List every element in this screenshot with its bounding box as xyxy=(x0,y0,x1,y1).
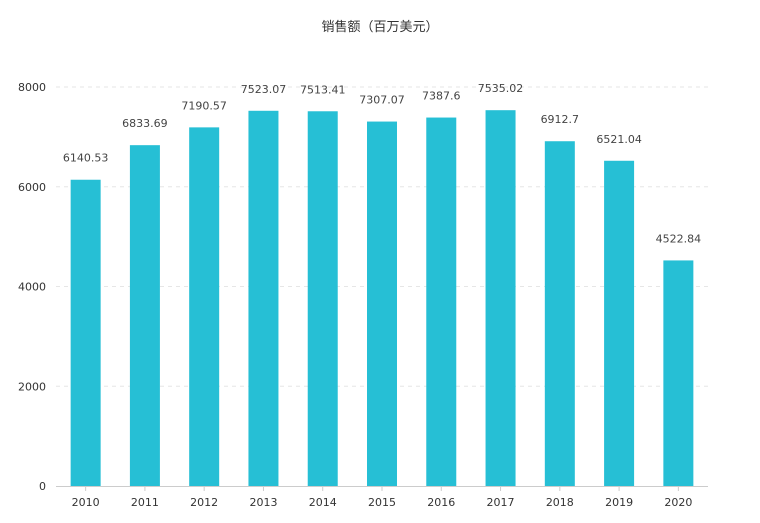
chart-title: 销售额（百万美元） xyxy=(321,20,439,35)
y-tick-label: 2000 xyxy=(18,380,46,393)
x-tick-label: 2014 xyxy=(309,496,337,509)
data-label: 6833.69 xyxy=(122,117,168,130)
bar-2013 xyxy=(248,110,279,487)
x-tick-label: 2010 xyxy=(72,496,100,509)
x-tick-label: 2018 xyxy=(546,496,574,509)
data-label: 7190.57 xyxy=(181,99,227,112)
data-label: 7307.07 xyxy=(359,94,405,107)
y-tick-label: 4000 xyxy=(18,281,46,294)
bar-2012 xyxy=(189,127,220,486)
y-tick-label: 6000 xyxy=(18,181,46,194)
data-label: 4522.84 xyxy=(656,232,702,245)
data-label: 6521.04 xyxy=(596,133,642,146)
x-tick-label: 2019 xyxy=(605,496,633,509)
bar-2011 xyxy=(129,145,160,486)
bar-layer xyxy=(70,110,694,487)
data-label: 6912.7 xyxy=(541,113,580,126)
data-label: 6140.53 xyxy=(63,152,109,165)
y-tick-label: 0 xyxy=(39,480,46,493)
data-label: 7535.02 xyxy=(478,82,524,95)
data-label: 7387.6 xyxy=(422,90,461,103)
x-tick-label: 2016 xyxy=(427,496,455,509)
x-tick-label: 2015 xyxy=(368,496,396,509)
data-label: 7523.07 xyxy=(241,83,287,96)
data-label: 7513.41 xyxy=(300,83,346,96)
bar-2020 xyxy=(663,260,694,486)
label-layer: 6140.53 6833.69 7190.57 7523.07 7513.41 7307.… xyxy=(63,82,701,245)
x-tick-label: 2020 xyxy=(664,496,692,509)
bar-2019 xyxy=(604,160,635,486)
bar-2014 xyxy=(307,111,338,486)
bar-2016 xyxy=(426,117,457,486)
x-tick-label: 2011 xyxy=(131,496,159,509)
axis-layer: 0 2000 4000 6000 8000 2010 2011 2012 2013 2014 201… xyxy=(18,81,708,509)
x-tick-label: 2017 xyxy=(487,496,515,509)
x-tick-label: 2013 xyxy=(249,496,277,509)
bar-2017 xyxy=(485,110,516,486)
y-tick-label: 8000 xyxy=(18,81,46,94)
x-tick-label: 2012 xyxy=(190,496,218,509)
bar-2010 xyxy=(70,179,101,486)
bar-2018 xyxy=(544,141,575,487)
bar-2015 xyxy=(367,121,397,487)
